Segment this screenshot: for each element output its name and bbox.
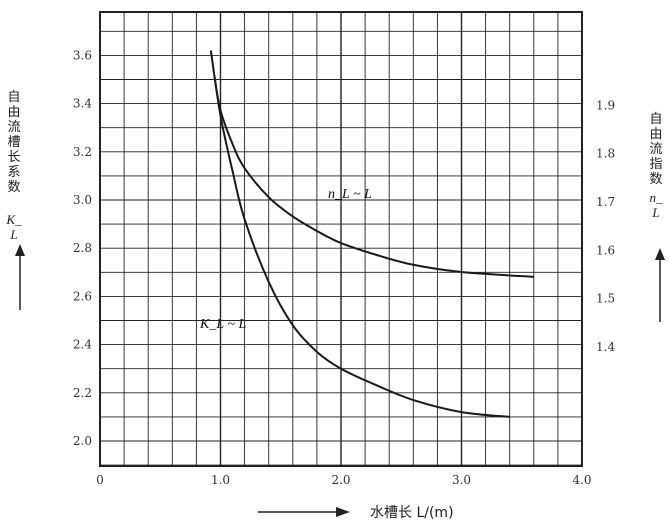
y-left-tick-label: 3.6 [73, 48, 92, 62]
y-left-tick-label: 2.0 [73, 434, 92, 448]
y-right-tick-label: 1.6 [596, 243, 615, 257]
y-left-tick-label: 3.2 [73, 145, 92, 159]
y-left-tick-label: 3.0 [73, 193, 92, 207]
plot-frame [99, 11, 583, 467]
curves-layer [209, 50, 534, 418]
nl-curve [213, 76, 534, 278]
x-tick-label: 4.0 [572, 473, 591, 487]
x-tick-label: 1.0 [211, 473, 230, 487]
right-axis-symbol: n_L [649, 190, 663, 220]
x-tick-label: 3.0 [452, 473, 471, 487]
curve-labels: K_L ~ L n_L ~ L [199, 187, 372, 332]
nl-curve-label: n_L ~ L [328, 187, 372, 202]
axis-arrows [15, 244, 665, 517]
right-axis-title: 自由流指数 [649, 112, 663, 187]
left-axis-arrow-head [15, 244, 25, 256]
x-axis-title: 水槽长 L/(m) [370, 505, 454, 521]
y-left-tick-label: 2.4 [73, 338, 92, 352]
kl-curve-label: K_L ~ L [199, 317, 246, 332]
y-left-tick-label: 2.8 [73, 241, 92, 255]
right-axis-arrow-head [655, 248, 665, 260]
grid [99, 12, 583, 466]
tick-labels: 0 1.0 2.0 3.0 4.0 2.0 2.2 2.4 2.6 2.8 3.0 3.2 3.4 3.6… [73, 48, 616, 487]
x-tick-label: 2.0 [331, 473, 350, 487]
y-right-tick-label: 1.7 [596, 195, 615, 209]
left-axis-symbol: K_L [6, 212, 22, 242]
kl-curve [209, 50, 510, 418]
x-tick-label: 0 [96, 473, 104, 487]
y-right-tick-label: 1.8 [596, 147, 615, 161]
x-axis-arrow-head [336, 507, 350, 517]
y-right-tick-label: 1.4 [596, 340, 615, 354]
y-right-tick-label: 1.9 [596, 98, 615, 112]
y-left-tick-label: 2.2 [73, 386, 92, 400]
y-right-tick-label: 1.5 [596, 292, 615, 306]
y-left-tick-label: 3.4 [73, 97, 92, 111]
left-axis-title: 自由流槽长系数 [7, 90, 21, 195]
y-left-tick-label: 2.6 [73, 289, 92, 303]
